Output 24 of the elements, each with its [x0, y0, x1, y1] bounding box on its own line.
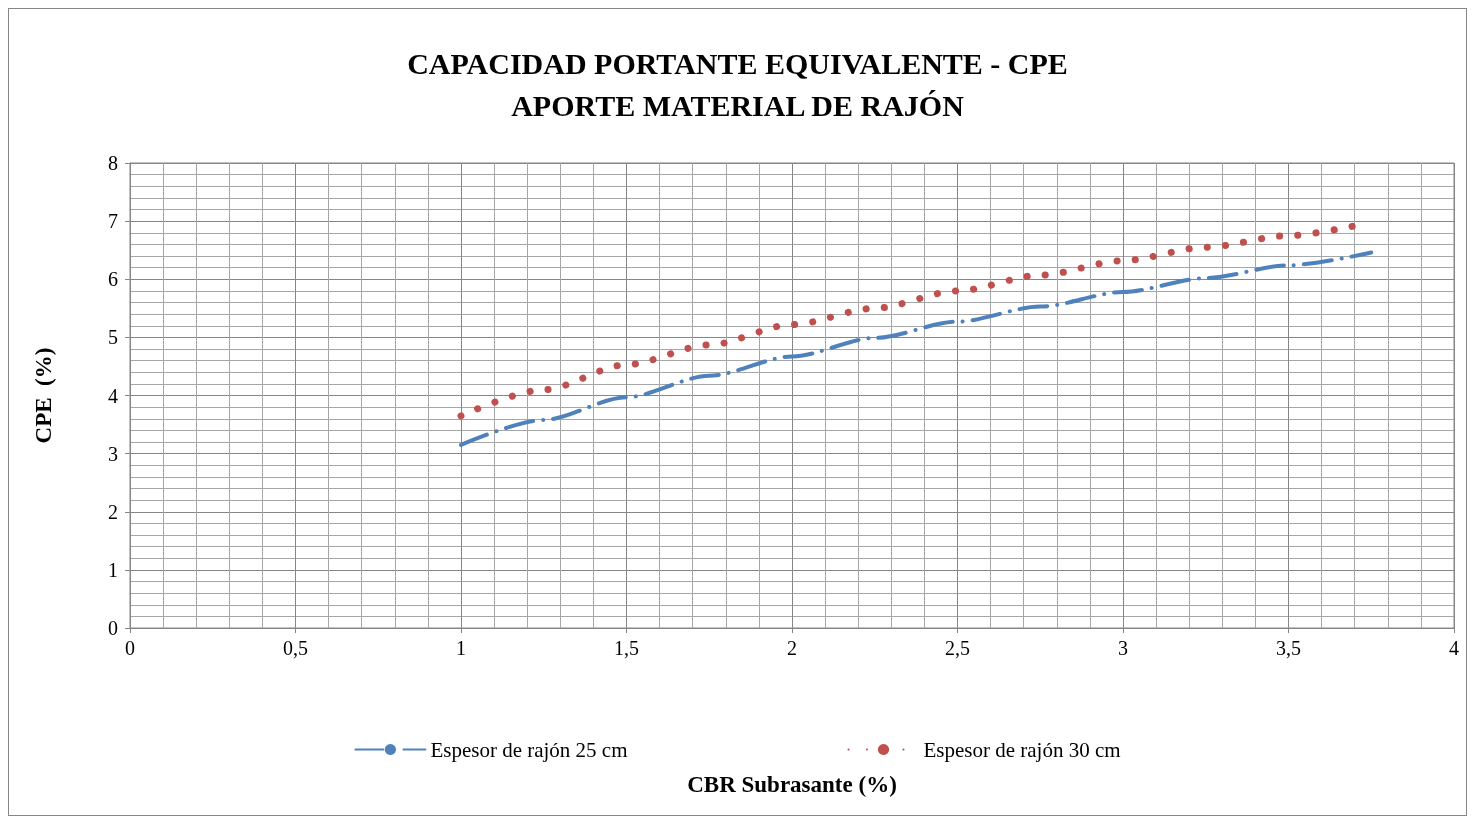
y-tick-label: 4: [108, 384, 118, 407]
x-tick-label: 4: [1449, 637, 1459, 659]
y-tick-label: 6: [108, 268, 118, 291]
x-tick-label: 2,5: [945, 637, 970, 659]
y-axis-title: CPE (%): [31, 347, 56, 444]
y-tick-label: 1: [108, 558, 118, 581]
x-tick-label: 0,5: [283, 637, 308, 659]
x-tick-label: 2: [787, 637, 797, 659]
y-tick-label: 5: [108, 326, 118, 349]
chart-title: CAPACIDAD PORTANTE EQUIVALENTE - CPE APORTE MATERIAL DE RAJÓN: [407, 46, 1068, 122]
x-tick-label: 3: [1118, 637, 1128, 659]
x-tick-label: 3,5: [1276, 637, 1301, 659]
legend-label: Espesor de rajón 30 cm: [923, 737, 1121, 762]
x-tick-label: 0: [125, 637, 135, 659]
y-tick-label: 0: [108, 617, 118, 639]
y-tick-label: 3: [108, 442, 118, 465]
legend-label: Espesor de rajón 25 cm: [430, 737, 628, 762]
x-tick-label: 1,5: [614, 637, 639, 659]
y-tick-label: 8: [108, 152, 118, 174]
x-axis-title: CBR Subrasante (%): [687, 772, 897, 797]
y-tick-label: 2: [108, 500, 118, 523]
line-series: [459, 250, 1374, 447]
x-tick-label: 1: [456, 637, 466, 659]
y-tick-label: 7: [108, 210, 118, 233]
